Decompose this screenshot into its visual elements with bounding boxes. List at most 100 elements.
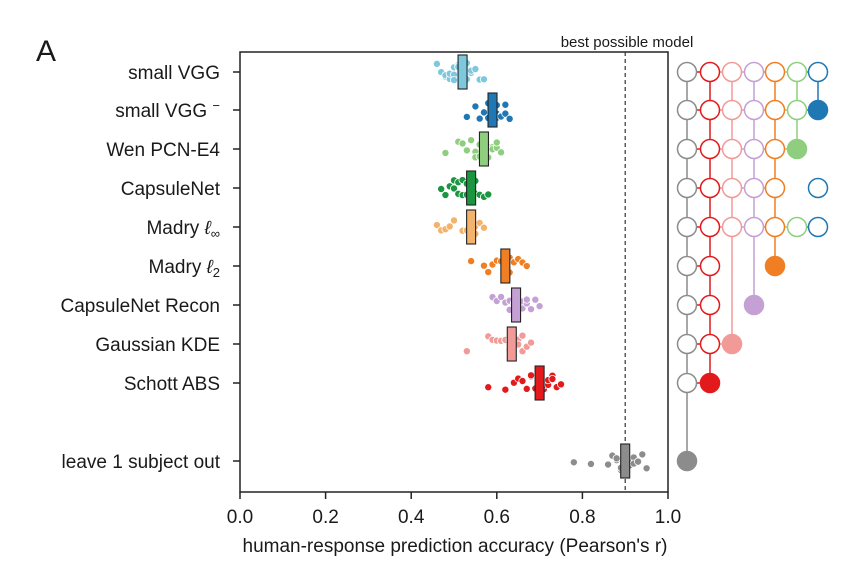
matrix-marker	[676, 99, 698, 121]
matrix-marker	[721, 61, 743, 83]
matrix-marker	[676, 255, 698, 277]
model-label: Wen PCN-E4	[106, 140, 220, 161]
data-point	[479, 261, 488, 270]
mean-bar	[466, 209, 477, 245]
mean-bar	[534, 365, 545, 401]
data-point	[471, 65, 480, 74]
data-point	[492, 138, 501, 147]
matrix-marker	[721, 177, 743, 199]
panel-label: A	[36, 35, 56, 68]
x-tick-label: 0.8	[569, 507, 595, 528]
x-tick-label: 1.0	[655, 507, 681, 528]
data-point	[638, 450, 647, 459]
matrix-marker	[699, 177, 721, 199]
data-point	[522, 262, 531, 271]
data-point	[497, 148, 506, 157]
data-point	[642, 464, 651, 473]
data-point	[505, 114, 514, 123]
matrix-marker	[699, 138, 721, 160]
matrix-marker	[807, 61, 829, 83]
plot-frame	[239, 51, 669, 493]
data-point	[548, 375, 557, 384]
matrix-marker	[699, 333, 721, 355]
matrix-marker	[676, 372, 698, 394]
mean-bar	[511, 287, 522, 323]
x-tick-label: 0.4	[398, 507, 425, 528]
data-point	[449, 216, 458, 225]
data-point	[535, 302, 544, 311]
matrix-marker	[721, 99, 743, 121]
data-point	[462, 112, 471, 121]
mean-bar	[487, 92, 498, 128]
mean-bar	[478, 131, 490, 167]
matrix-marker	[699, 61, 721, 83]
data-point	[501, 100, 510, 109]
reference-line-label: best possible model	[561, 34, 694, 51]
data-point	[441, 148, 450, 157]
mean-bar	[620, 443, 631, 479]
data-point	[531, 295, 540, 304]
plot-area: 0.0 0.2 0.4 0.6 0.8 1.0 small VGG small VGG − We…	[61, 51, 681, 528]
model-label: leave 1 subject out	[62, 452, 221, 473]
matrix-marker	[764, 216, 786, 238]
data-point	[557, 380, 566, 389]
matrix-marker	[721, 333, 743, 355]
model-label: small VGG	[128, 63, 220, 84]
data-point	[527, 371, 536, 380]
matrix-marker	[743, 138, 765, 160]
matrix-marker	[743, 177, 765, 199]
data-point	[634, 457, 643, 466]
data-point	[479, 75, 488, 84]
matrix-marker	[676, 61, 698, 83]
data-point	[522, 295, 531, 304]
model-label: Gaussian KDE	[95, 335, 220, 356]
data-point	[475, 114, 484, 123]
data-point	[497, 292, 506, 301]
data-point	[484, 268, 493, 277]
matrix-marker	[786, 216, 808, 238]
matrix-marker	[764, 61, 786, 83]
data-point	[467, 257, 476, 266]
data-point	[604, 460, 613, 469]
data-point	[445, 222, 454, 231]
data-point	[586, 459, 595, 468]
matrix-marker	[699, 216, 721, 238]
matrix-marker	[786, 61, 808, 83]
model-label: CapsuleNet Recon	[61, 296, 220, 317]
matrix-marker	[699, 372, 721, 394]
data-point	[458, 139, 467, 148]
mean-bar	[506, 326, 517, 362]
mean-bar	[466, 170, 477, 206]
data-point	[479, 223, 488, 232]
matrix-marker	[764, 99, 786, 121]
matrix-marker	[743, 61, 765, 83]
matrix-marker	[676, 294, 698, 316]
x-tick-label: 0.6	[484, 507, 510, 528]
matrix-marker	[721, 138, 743, 160]
matrix-marker	[699, 99, 721, 121]
matrix-marker	[786, 99, 808, 121]
matrix-marker	[676, 216, 698, 238]
data-point	[501, 385, 510, 394]
x-tick-label: 0.2	[312, 507, 338, 528]
data-point	[484, 190, 493, 199]
mean-bar	[457, 54, 468, 90]
matrix-marker	[676, 138, 698, 160]
data-point	[462, 146, 471, 155]
data-point	[432, 59, 441, 68]
matrix-marker	[786, 138, 808, 160]
model-label: CapsuleNet	[121, 179, 221, 200]
x-axis-label: human-response prediction accuracy (Pear…	[243, 536, 668, 557]
data-point	[449, 76, 458, 85]
data-point	[527, 338, 536, 347]
data-point	[484, 383, 493, 392]
matrix-marker	[807, 177, 829, 199]
data-point	[518, 377, 527, 386]
matrix-marker	[764, 177, 786, 199]
matrix-marker	[676, 177, 698, 199]
data-point	[569, 458, 578, 467]
matrix-marker	[743, 216, 765, 238]
significance-matrix	[676, 61, 829, 472]
matrix-marker	[807, 99, 829, 121]
data-point	[467, 136, 476, 145]
